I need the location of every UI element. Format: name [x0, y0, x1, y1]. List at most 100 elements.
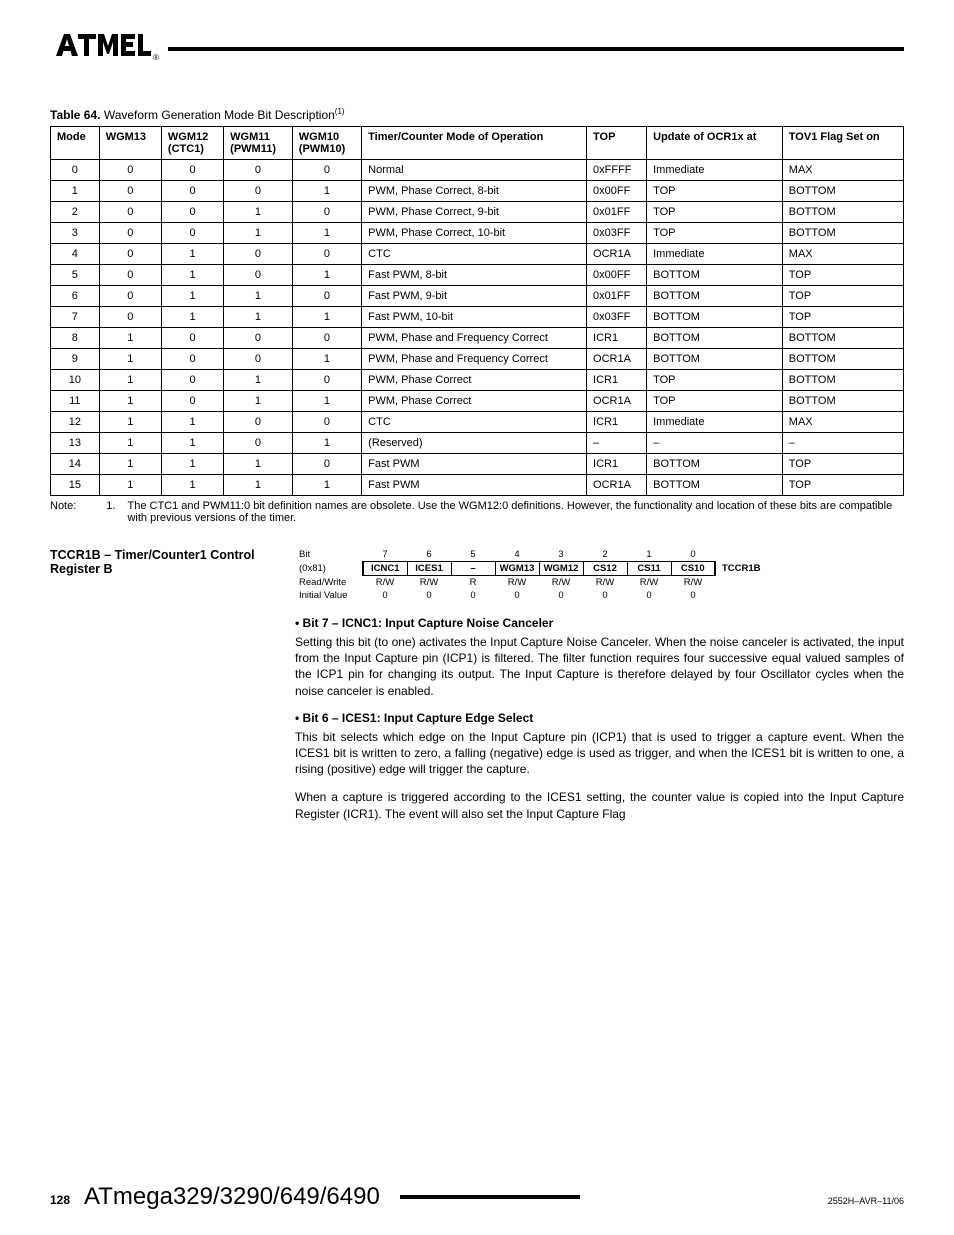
table64-cell: 0: [292, 328, 361, 349]
table64-cell: TOP: [782, 307, 903, 328]
reg-bit-6: 6: [407, 548, 451, 562]
reg-rw-cell: R/W: [363, 576, 407, 590]
table64-cell: TOP: [647, 391, 783, 412]
reg-bit-2: 2: [583, 548, 627, 562]
table64-cell: ICR1: [587, 370, 647, 391]
footer-bar: [400, 1195, 580, 1199]
table-row: 00000Normal0xFFFFImmediateMAX: [51, 160, 904, 181]
reg-name-ICNC1: ICNC1: [363, 562, 407, 576]
table64-cell: TOP: [647, 202, 783, 223]
table64-cell: BOTTOM: [782, 349, 903, 370]
table64-cell: OCR1A: [587, 475, 647, 496]
section-title: TCCR1B – Timer/Counter1 Control Register…: [50, 548, 275, 576]
table64-cell: PWM, Phase and Frequency Correct: [362, 349, 587, 370]
table64-cell: 0x01FF: [587, 286, 647, 307]
table64-cell: 1: [224, 307, 293, 328]
table64-cell: Immediate: [647, 244, 783, 265]
table64-cell: BOTTOM: [647, 475, 783, 496]
table64-cell: 0: [99, 181, 161, 202]
table64-cell: 1: [99, 433, 161, 454]
table64-cell: MAX: [782, 412, 903, 433]
reg-name-–: –: [451, 562, 495, 576]
table64-col-3: WGM11 (PWM11): [224, 127, 293, 160]
reg-rw-cell: R: [451, 576, 495, 590]
reg-bit-4: 4: [495, 548, 539, 562]
table64-cell: Fast PWM: [362, 475, 587, 496]
table64-cell: TOP: [647, 181, 783, 202]
table64-cell: 0: [224, 349, 293, 370]
table-row: 151111Fast PWMOCR1ABOTTOMTOP: [51, 475, 904, 496]
table64-cell: 1: [292, 433, 361, 454]
reg-bit-5: 5: [451, 548, 495, 562]
table64-cell: 0: [99, 160, 161, 181]
table64-cell: 1: [161, 454, 223, 475]
table64-cell: 1: [161, 475, 223, 496]
reg-rw-cell: R/W: [583, 576, 627, 590]
reg-rw-cell: R/W: [407, 576, 451, 590]
reg-bit-0: 0: [671, 548, 715, 562]
table64-cell: 0: [99, 223, 161, 244]
table64-cell: BOTTOM: [647, 265, 783, 286]
chip-name: ATmega329/3290/649/6490: [84, 1183, 380, 1211]
table64-cell: 1: [99, 454, 161, 475]
table-row: 10001PWM, Phase Correct, 8-bit0x00FFTOPB…: [51, 181, 904, 202]
table64-cell: 0: [161, 328, 223, 349]
table64-cell: Immediate: [647, 160, 783, 181]
table64-caption-sup: (1): [335, 107, 345, 116]
reg-name-CS12: CS12: [583, 562, 627, 576]
table64-cell: OCR1A: [587, 349, 647, 370]
reg-bit-3: 3: [539, 548, 583, 562]
table64-cell: 1: [292, 349, 361, 370]
reg-rw-cell: R/W: [671, 576, 715, 590]
page-number: 128: [50, 1193, 70, 1207]
table64-col-5: Timer/Counter Mode of Operation: [362, 127, 587, 160]
table64-cell: PWM, Phase and Frequency Correct: [362, 328, 587, 349]
reg-rw-cell: R/W: [627, 576, 671, 590]
table64-cell: 0: [224, 160, 293, 181]
table64-cell: 0: [292, 454, 361, 475]
reg-rw-label: Read/Write: [295, 576, 363, 590]
header-logo-row: ®: [50, 30, 904, 67]
table64-cell: 0: [161, 349, 223, 370]
table64-cell: 1: [292, 475, 361, 496]
table64-cell: BOTTOM: [782, 328, 903, 349]
table64-cell: 0: [99, 202, 161, 223]
table64-cell: 1: [292, 265, 361, 286]
note-label: Note:: [50, 500, 76, 524]
table64-cell: 1: [99, 349, 161, 370]
table64-cell: 1: [161, 286, 223, 307]
table64-cell: (Reserved): [362, 433, 587, 454]
table64-cell: ICR1: [587, 328, 647, 349]
table64-cell: 0: [224, 433, 293, 454]
page-footer: 128 ATmega329/3290/649/6490 2552H–AVR–11…: [50, 1183, 904, 1211]
reg-bit-7: 7: [363, 548, 407, 562]
table64-cell: BOTTOM: [782, 370, 903, 391]
table64-cell: 0: [224, 244, 293, 265]
table64-cell: 5: [51, 265, 100, 286]
table64-col-1: WGM13: [99, 127, 161, 160]
reg-iv-cell: 0: [363, 589, 407, 602]
register-table: Bit76543210 (0x81)ICNC1ICES1–WGM13WGM12C…: [295, 548, 765, 602]
table64-cell: 0: [161, 223, 223, 244]
table64-cell: –: [647, 433, 783, 454]
table64-cell: 0: [99, 286, 161, 307]
table64-cell: 15: [51, 475, 100, 496]
table64-cell: BOTTOM: [782, 202, 903, 223]
table64-cell: 0: [292, 202, 361, 223]
table64-cell: Fast PWM: [362, 454, 587, 475]
reg-name-WGM13: WGM13: [495, 562, 539, 576]
table64-cell: 1: [161, 265, 223, 286]
table64-cell: 1: [224, 391, 293, 412]
table64-cell: CTC: [362, 244, 587, 265]
table64-cell: 1: [224, 286, 293, 307]
table64-cell: 1: [99, 328, 161, 349]
bit6-title: • Bit 6 – ICES1: Input Capture Edge Sele…: [295, 711, 904, 725]
table64-cell: 0: [292, 286, 361, 307]
table64-cell: PWM, Phase Correct: [362, 370, 587, 391]
reg-iv-cell: 0: [583, 589, 627, 602]
table64-cell: Immediate: [647, 412, 783, 433]
table64-cell: ICR1: [587, 454, 647, 475]
table64-cell: BOTTOM: [782, 391, 903, 412]
table64-cell: 1: [161, 307, 223, 328]
table-row: 50101Fast PWM, 8-bit0x00FFBOTTOMTOP: [51, 265, 904, 286]
